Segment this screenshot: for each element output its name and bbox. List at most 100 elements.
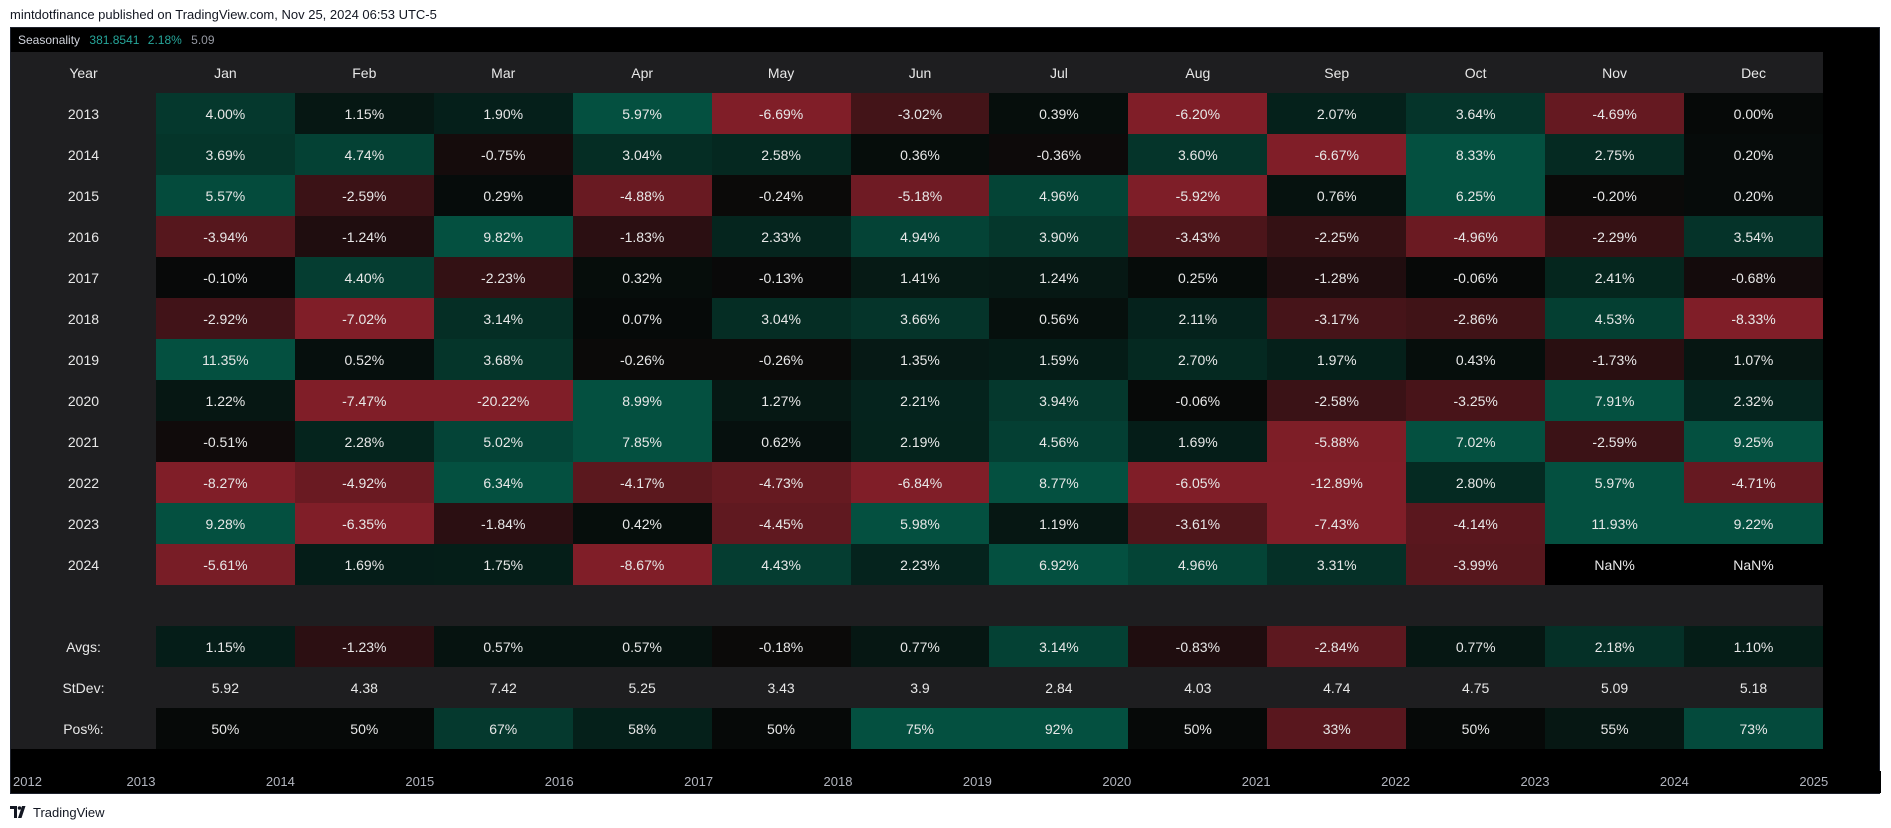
month-column-header: Sep xyxy=(1267,52,1407,93)
year-label: 2022 xyxy=(11,462,156,503)
return-cell: -6.67% xyxy=(1267,134,1407,175)
chart-pane[interactable]: Seasonality 381.8541 2.18% 5.09 Year Jan F… xyxy=(10,27,1881,794)
return-cell: 5.57% xyxy=(155,175,295,216)
indicator-value-2: 2.18% xyxy=(147,33,182,47)
return-cell: 5.98% xyxy=(850,503,990,544)
stats-cell: 92% xyxy=(989,708,1129,749)
return-cell: 4.96% xyxy=(1128,544,1268,585)
return-cell: 4.74% xyxy=(294,134,434,175)
return-cell: -2.29% xyxy=(1545,216,1685,257)
stats-cell: 5.92 xyxy=(155,667,295,708)
return-cell: -6.05% xyxy=(1128,462,1268,503)
return-cell: -0.36% xyxy=(989,134,1129,175)
return-cell: -4.92% xyxy=(294,462,434,503)
stats-cell: 2.84 xyxy=(989,667,1129,708)
year-label: 2021 xyxy=(11,421,156,462)
return-cell: 6.92% xyxy=(989,544,1129,585)
stats-cell: 50% xyxy=(155,708,295,749)
return-cell: 0.76% xyxy=(1267,175,1407,216)
return-cell: 1.59% xyxy=(989,339,1129,380)
time-axis-label: 2020 xyxy=(1102,774,1132,789)
return-cell: 0.36% xyxy=(850,134,990,175)
stats-cell: 2.18% xyxy=(1545,626,1685,667)
return-cell: -2.58% xyxy=(1267,380,1407,421)
return-cell: 7.85% xyxy=(572,421,712,462)
table-row: 2019 11.35% 0.52% 3.68% -0.26% -0.26% 1.35% 1.5… xyxy=(11,339,1823,380)
return-cell: 11.93% xyxy=(1545,503,1685,544)
return-cell: 3.31% xyxy=(1267,544,1407,585)
return-cell: -6.35% xyxy=(294,503,434,544)
return-cell: -4.69% xyxy=(1545,93,1685,134)
stats-row: Avgs: 1.15% -1.23% 0.57% 0.57% -0.18% 0.77% 3.1… xyxy=(11,626,1823,667)
return-cell: 8.33% xyxy=(1406,134,1546,175)
return-cell: 1.97% xyxy=(1267,339,1407,380)
return-cell: -0.68% xyxy=(1684,257,1823,298)
month-column-header: Jul xyxy=(989,52,1129,93)
stats-label: StDev: xyxy=(11,667,156,708)
tradingview-logo-icon xyxy=(10,806,26,818)
seasonality-table: Year Jan Feb Mar Apr May Jun Jul Aug Sep Oct Nov Dec… xyxy=(11,52,1823,781)
return-cell: -4.14% xyxy=(1406,503,1546,544)
return-cell: -20.22% xyxy=(433,380,573,421)
return-cell: 3.94% xyxy=(989,380,1129,421)
month-column-header: Aug xyxy=(1128,52,1268,93)
return-cell: 1.69% xyxy=(294,544,434,585)
return-cell: -5.92% xyxy=(1128,175,1268,216)
stats-cell: 58% xyxy=(572,708,712,749)
return-cell: 4.00% xyxy=(155,93,295,134)
table-header-row: Year Jan Feb Mar Apr May Jun Jul Aug Sep Oct Nov Dec xyxy=(11,52,1823,93)
return-cell: 0.39% xyxy=(989,93,1129,134)
return-cell: 3.04% xyxy=(711,298,851,339)
table-row: 2024 -5.61% 1.69% 1.75% -8.67% 4.43% 2.23% 6.92… xyxy=(11,544,1823,585)
return-cell: 3.14% xyxy=(433,298,573,339)
return-cell: -1.24% xyxy=(294,216,434,257)
time-axis-label: 2024 xyxy=(1659,774,1689,789)
year-label: 2014 xyxy=(11,134,156,175)
return-cell: -2.59% xyxy=(294,175,434,216)
return-cell: 4.96% xyxy=(989,175,1129,216)
return-cell: -1.83% xyxy=(572,216,712,257)
stats-cell: 4.74 xyxy=(1267,667,1407,708)
stats-cell: 5.25 xyxy=(572,667,712,708)
time-axis[interactable]: 2012 2013 2014 2015 2016 2017 2018 2019 2020 2021… xyxy=(11,771,1881,793)
return-cell: -0.06% xyxy=(1406,257,1546,298)
indicator-legend[interactable]: Seasonality 381.8541 2.18% 5.09 xyxy=(18,30,215,50)
indicator-value-3: 5.09 xyxy=(191,33,215,47)
year-label: 2016 xyxy=(11,216,156,257)
return-cell: 0.43% xyxy=(1406,339,1546,380)
table-spacer-row xyxy=(11,585,1823,626)
table-row: 2013 4.00% 1.15% 1.90% 5.97% -6.69% -3.02% 0.39… xyxy=(11,93,1823,134)
time-axis-label: 2013 xyxy=(126,774,156,789)
return-cell: 7.91% xyxy=(1545,380,1685,421)
return-cell: 2.41% xyxy=(1545,257,1685,298)
time-axis-label: 2014 xyxy=(265,774,295,789)
time-axis-label: 2022 xyxy=(1381,774,1411,789)
return-cell: 9.82% xyxy=(433,216,573,257)
stats-cell: 3.14% xyxy=(989,626,1129,667)
return-cell: -12.89% xyxy=(1267,462,1407,503)
return-cell: 4.56% xyxy=(989,421,1129,462)
return-cell: -4.71% xyxy=(1684,462,1823,503)
time-axis-label: 2017 xyxy=(684,774,714,789)
return-cell: -5.61% xyxy=(155,544,295,585)
stats-label: Avgs: xyxy=(11,626,156,667)
return-cell: 0.42% xyxy=(572,503,712,544)
year-column-header: Year xyxy=(11,52,156,93)
return-cell: 9.28% xyxy=(155,503,295,544)
year-label: 2019 xyxy=(11,339,156,380)
return-cell: 2.33% xyxy=(711,216,851,257)
stats-row: Pos%: 50% 50% 67% 58% 50% 75% 92% 50% 33% 50% 55% 73… xyxy=(11,708,1823,749)
return-cell: 11.35% xyxy=(155,339,295,380)
return-cell: -4.17% xyxy=(572,462,712,503)
stats-cell: 0.77% xyxy=(1406,626,1546,667)
month-column-header: Feb xyxy=(294,52,434,93)
return-cell: 3.69% xyxy=(155,134,295,175)
return-cell: 2.28% xyxy=(294,421,434,462)
month-column-header: Jun xyxy=(850,52,990,93)
return-cell: 2.19% xyxy=(850,421,990,462)
return-cell: 1.19% xyxy=(989,503,1129,544)
stats-cell: 50% xyxy=(1406,708,1546,749)
return-cell: 1.90% xyxy=(433,93,573,134)
month-column-header: Jan xyxy=(155,52,295,93)
return-cell: 0.25% xyxy=(1128,257,1268,298)
